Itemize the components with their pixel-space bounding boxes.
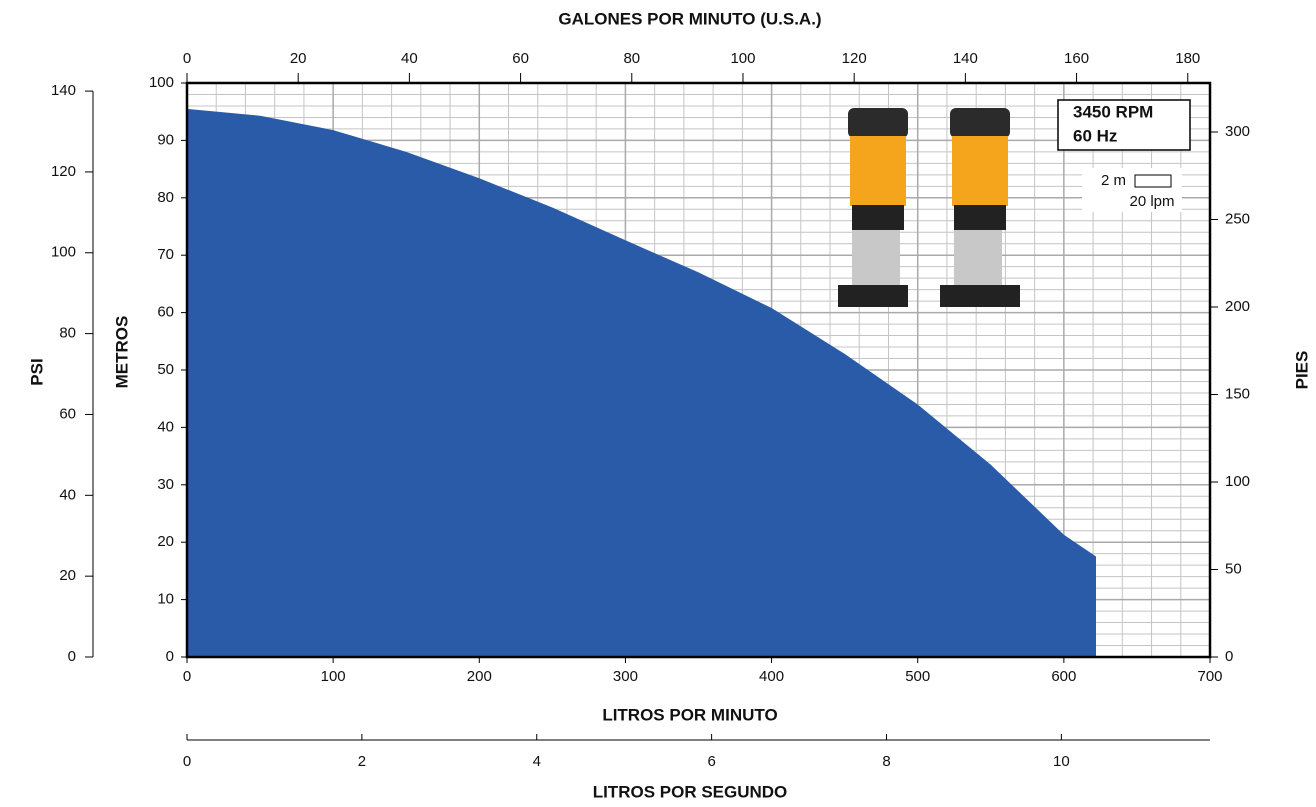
curve-area xyxy=(187,108,1097,657)
top-tick-label: 0 xyxy=(183,50,191,67)
left-tick-label: 40 xyxy=(59,486,76,503)
top-tick-label: 60 xyxy=(512,50,529,67)
y-tick-label: 100 xyxy=(149,74,174,91)
left-tick-label: 140 xyxy=(51,82,76,99)
x-tick-label: 0 xyxy=(183,668,191,685)
bottom-tick-label: 2 xyxy=(358,753,366,770)
bottom-tick-label: 8 xyxy=(882,753,890,770)
top-tick-label: 20 xyxy=(290,50,307,67)
left-tick-label: 20 xyxy=(59,567,76,584)
y-tick-label: 40 xyxy=(157,418,174,435)
y-tick-label: 90 xyxy=(157,131,174,148)
x-tick-label: 700 xyxy=(1197,668,1222,685)
right-axis-title: PIES xyxy=(1292,351,1311,390)
info-box xyxy=(1057,99,1191,151)
top-tick-label: 80 xyxy=(623,50,640,67)
x-tick-label: 500 xyxy=(905,668,930,685)
y-tick-label: 30 xyxy=(157,476,174,493)
y-tick-label: 20 xyxy=(157,533,174,550)
marks xyxy=(187,108,1097,657)
left-tick-label: 80 xyxy=(59,325,76,342)
x-tick-label: 400 xyxy=(759,668,784,685)
pump-illustration xyxy=(838,108,1020,307)
y-tick-label: 70 xyxy=(157,246,174,263)
top-tick-label: 140 xyxy=(953,50,978,67)
speed: 3450 RPM xyxy=(1073,102,1153,121)
right-tick-label: 200 xyxy=(1225,298,1250,315)
top-tick-label: 120 xyxy=(842,50,867,67)
right-tick-label: 250 xyxy=(1225,210,1250,227)
x-tick-label: 600 xyxy=(1051,668,1076,685)
bottom-tick-label: 6 xyxy=(707,753,715,770)
left-tick-label: 120 xyxy=(51,163,76,180)
y-tick-label: 50 xyxy=(157,361,174,378)
right-tick-label: 0 xyxy=(1225,648,1233,665)
left-tick-label: 60 xyxy=(59,405,76,422)
bottom-tick-label: 0 xyxy=(183,753,191,770)
scale-box xyxy=(1134,174,1172,188)
right-tick-label: 100 xyxy=(1225,473,1250,490)
scale-x: 20 lpm xyxy=(1129,193,1174,210)
bottom-axis-title: LITROS POR SEGUNDO xyxy=(593,782,788,801)
top-tick-label: 40 xyxy=(401,50,418,67)
y-tick-label: 60 xyxy=(157,304,174,321)
left-tick-label: 100 xyxy=(51,244,76,261)
scale-y: 2 m xyxy=(1101,172,1126,189)
left-tick-label: 0 xyxy=(68,648,76,665)
right-tick-label: 150 xyxy=(1225,385,1250,402)
top-tick-label: 180 xyxy=(1175,50,1200,67)
frequency: 60 Hz xyxy=(1073,126,1117,145)
y-tick-label: 10 xyxy=(157,591,174,608)
bottom-tick-label: 10 xyxy=(1053,753,1070,770)
top-tick-label: 100 xyxy=(730,50,755,67)
x-axis-title: LITROS POR MINUTO xyxy=(602,705,777,724)
right-tick-label: 300 xyxy=(1225,123,1250,140)
y-tick-label: 80 xyxy=(157,189,174,206)
bottom-tick-label: 4 xyxy=(533,753,541,770)
top-tick-label: 160 xyxy=(1064,50,1089,67)
x-tick-label: 300 xyxy=(613,668,638,685)
x-tick-label: 200 xyxy=(467,668,492,685)
left-axis-title: PSI xyxy=(27,358,46,385)
top-axis-title: GALONES POR MINUTO (U.S.A.) xyxy=(558,9,821,28)
y-tick-label: 0 xyxy=(166,648,174,665)
x-tick-label: 100 xyxy=(321,668,346,685)
y-axis-title: METROS xyxy=(112,316,131,389)
right-tick-label: 50 xyxy=(1225,560,1242,577)
